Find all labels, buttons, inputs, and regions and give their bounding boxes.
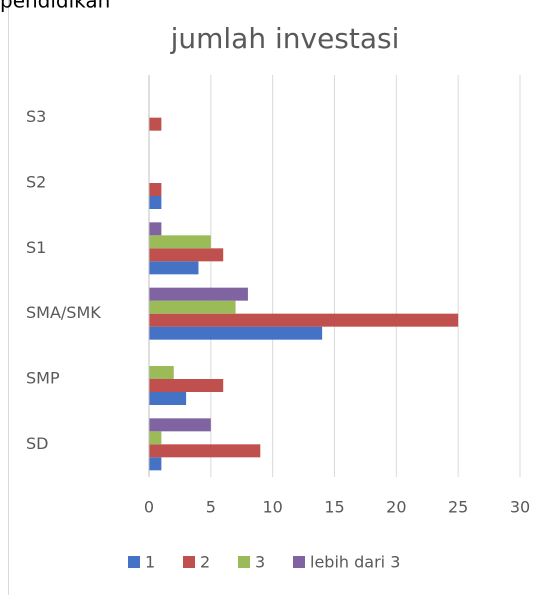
- bar: [149, 379, 224, 392]
- y-tick-label: SMA/SMK: [26, 303, 101, 322]
- y-tick-label: S1: [26, 238, 46, 257]
- bar: [149, 196, 162, 209]
- bar: [149, 313, 459, 327]
- y-tick-label: SMP: [26, 369, 60, 388]
- legend-label: 2: [200, 553, 210, 572]
- legend-label: 3: [255, 553, 265, 572]
- caption: pendidikan: [0, 0, 110, 13]
- chart-title: jumlah investasi: [170, 22, 400, 55]
- bar: [149, 117, 162, 131]
- legend-swatch: [293, 556, 305, 568]
- legend-label: lebih dari 3: [310, 553, 400, 572]
- bar: [149, 261, 199, 275]
- x-tick-label: 20: [386, 498, 406, 517]
- x-tick-label: 15: [324, 498, 344, 517]
- x-tick-label: 30: [510, 498, 530, 517]
- bar: [149, 457, 162, 471]
- y-tick-label: S3: [26, 107, 46, 126]
- bar: [149, 183, 162, 196]
- legend-swatch: [238, 556, 250, 568]
- y-tick-label: S2: [26, 173, 46, 192]
- y-tick-label: SD: [26, 434, 48, 453]
- bar: [149, 222, 162, 236]
- x-tick-label: 10: [262, 498, 282, 517]
- x-tick-label: 25: [448, 498, 468, 517]
- bar: [149, 418, 211, 432]
- bar: [149, 392, 187, 405]
- x-tick-label: 5: [206, 498, 216, 517]
- bar: [149, 366, 174, 379]
- bar: [149, 431, 162, 445]
- bar: [149, 248, 224, 262]
- legend-swatch: [183, 556, 195, 568]
- legend-swatch: [128, 556, 140, 568]
- bar: [149, 235, 211, 249]
- bar: [149, 287, 248, 301]
- x-tick-label: 0: [144, 498, 154, 517]
- bar: [149, 300, 236, 314]
- legend-label: 1: [145, 553, 155, 572]
- bar: [149, 444, 261, 458]
- bar: [149, 326, 323, 340]
